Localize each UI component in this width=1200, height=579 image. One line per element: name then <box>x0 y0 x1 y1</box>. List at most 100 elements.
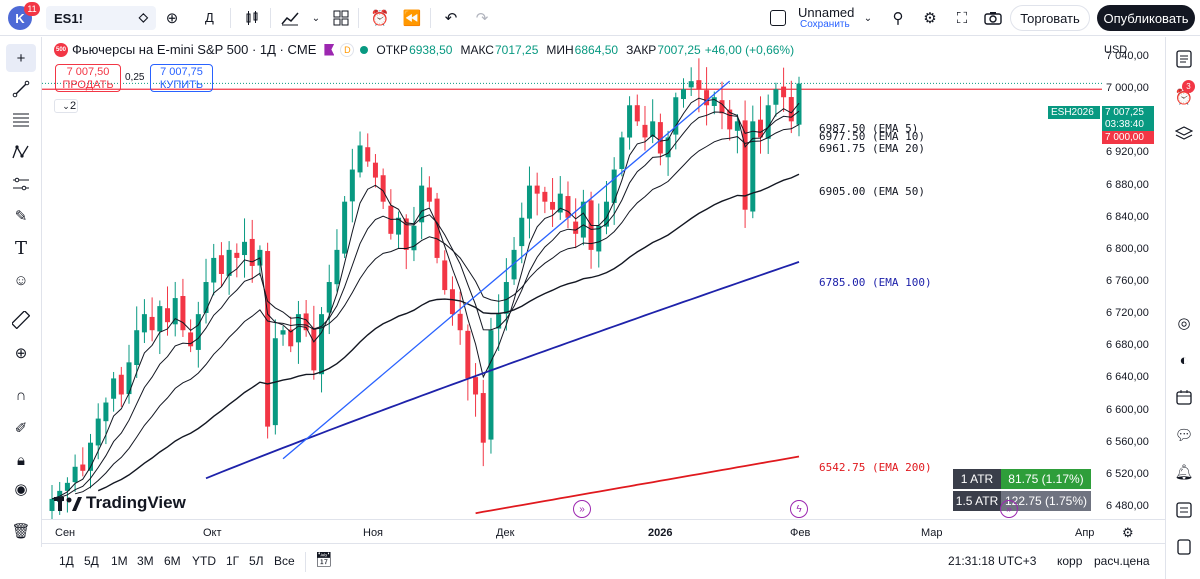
range-all[interactable]: Все <box>274 554 295 568</box>
pages-icon[interactable] <box>1173 536 1195 558</box>
candle-body <box>688 81 694 88</box>
compare-plus-icon[interactable]: ⊕ <box>165 10 179 27</box>
trend-line-icon[interactable] <box>10 78 32 100</box>
lock-drawing-icon[interactable]: ✐ <box>14 420 28 437</box>
lock-icon[interactable]: 🔒︎ <box>17 451 25 469</box>
crosshair-icon[interactable]: + <box>6 44 36 72</box>
candle-body <box>557 193 563 213</box>
speedometer-icon[interactable]: ◎ <box>1177 315 1191 332</box>
range-1d[interactable]: 1Д <box>59 554 74 568</box>
layout-checkbox[interactable] <box>770 10 786 26</box>
templates-grid-icon[interactable] <box>331 8 351 28</box>
publish-button[interactable]: Опубликовать <box>1097 5 1195 31</box>
time-axis[interactable]: Сен Окт Ноя Дек 2026 Фев Мар Апр ⚙ <box>42 519 1165 543</box>
magnet-icon[interactable]: ∩ <box>15 386 27 404</box>
event-marker-icon[interactable]: » <box>1000 500 1018 518</box>
currency-selector[interactable]: USD <box>1104 44 1128 56</box>
calculation-toggle[interactable]: расч.цена <box>1094 554 1150 568</box>
range-6m[interactable]: 6М <box>164 554 181 568</box>
layout-name[interactable]: Unnamed <box>798 5 855 20</box>
clock-timezone[interactable]: 21:31:18 UTC+3 <box>948 554 1037 568</box>
axis-settings-gear-icon[interactable]: ⚙ <box>1122 525 1134 540</box>
candle-body <box>349 169 355 202</box>
price-chart[interactable] <box>42 37 1102 519</box>
price-tick-label: 7 040,00 <box>1106 50 1149 63</box>
sell-label: ПРОДАТЬ <box>62 79 114 91</box>
price-tick-label: 6 520,00 <box>1106 467 1149 480</box>
visibility-eye-icon[interactable]: ◉ <box>14 481 28 498</box>
brush-icon[interactable]: ✎ <box>14 208 28 225</box>
redo-icon[interactable]: ↷ <box>475 10 489 27</box>
price-tick-label: 6 640,00 <box>1106 371 1149 384</box>
candle-body <box>542 191 548 202</box>
pattern-icon[interactable] <box>10 141 32 163</box>
candle-body <box>603 201 609 227</box>
notifications-bell-icon[interactable]: 🔔︎ <box>1174 464 1194 481</box>
legend-title[interactable]: Фьючерсы на E-mini S&P 500 · 1Д · CME <box>72 42 317 57</box>
candle-body <box>757 119 763 138</box>
candle-body <box>496 314 502 329</box>
trash-icon[interactable]: 🗑︎ <box>11 523 31 540</box>
candle-body <box>234 252 240 258</box>
flag-icon[interactable] <box>324 43 335 56</box>
candle-body <box>88 442 94 471</box>
data-source-icon: D <box>340 42 355 57</box>
prediction-icon[interactable] <box>10 173 32 195</box>
price-tick-label: 6 560,00 <box>1106 435 1149 448</box>
fib-lines-icon[interactable] <box>10 109 32 131</box>
candle-body <box>357 145 363 173</box>
candle-body <box>711 97 717 106</box>
chat-icon[interactable]: 💬︎ <box>1174 427 1194 444</box>
candle-body <box>773 89 779 105</box>
buy-label: КУПИТЬ <box>159 79 204 91</box>
event-marker-icon[interactable]: » <box>573 500 591 518</box>
layout-save-status[interactable]: Сохранить <box>800 19 850 30</box>
range-3m[interactable]: 3М <box>137 554 154 568</box>
diamond-icon[interactable]: ◇ <box>138 10 148 24</box>
range-ytd[interactable]: YTD <box>192 554 216 568</box>
tradingview-logo[interactable]: TradingView <box>54 493 186 513</box>
fullscreen-icon[interactable]: ⛶ <box>956 9 968 27</box>
buy-button[interactable]: 7 007,75 КУПИТЬ <box>150 64 213 92</box>
trade-button[interactable]: Торговать <box>1010 5 1090 31</box>
candle-body <box>311 327 317 371</box>
ruler-icon[interactable] <box>10 309 32 331</box>
emoji-icon[interactable]: ☺ <box>13 271 29 289</box>
event-lightning-icon[interactable]: ϟ <box>790 500 808 518</box>
candle-body <box>172 298 178 325</box>
candle-body <box>72 466 78 483</box>
range-5d[interactable]: 5Д <box>84 554 99 568</box>
symbol-price-tag: ESH2026 <box>1048 106 1100 119</box>
layers-icon[interactable] <box>1173 123 1195 145</box>
alerts-clock-icon[interactable]: ⏰ <box>1174 89 1194 106</box>
time-label: 2026 <box>648 527 673 539</box>
interval-button[interactable]: Д <box>205 10 214 25</box>
calendar-icon[interactable] <box>1173 386 1195 408</box>
alert-clock-icon[interactable]: ⏰ <box>370 10 390 27</box>
replay-icon[interactable]: ⏪ <box>402 10 422 27</box>
candle-type-icon[interactable] <box>242 8 262 28</box>
camera-icon[interactable] <box>983 8 1003 28</box>
sell-button[interactable]: 7 007,50 ПРОДАТЬ <box>55 64 121 92</box>
indicators-icon[interactable] <box>280 8 300 28</box>
adjustment-toggle[interactable]: корр <box>1057 554 1083 568</box>
text-tool-icon[interactable]: T <box>14 237 27 259</box>
candle-body <box>249 238 255 266</box>
undo-icon[interactable]: ↶ <box>444 10 458 27</box>
chevron-down-icon[interactable]: ⌄ <box>311 12 321 24</box>
range-1y[interactable]: 1Г <box>226 554 240 568</box>
zoom-in-icon[interactable]: ⊕ <box>14 345 28 362</box>
date-range-calendar-icon[interactable]: 📅︎ <box>315 551 333 567</box>
symbol-search[interactable]: ES1! ◇ <box>46 6 156 30</box>
indicators-toggle[interactable]: ⌄ <box>54 99 78 113</box>
atr-1.5-box: 1.5 ATR 122.75 (1.75%) <box>953 491 1091 511</box>
atr-label: 1 ATR <box>953 469 1001 489</box>
settings-gear-icon[interactable]: ⚙ <box>923 10 937 27</box>
help-icon[interactable] <box>1173 499 1195 521</box>
ideas-icon[interactable]: ◐ <box>1179 351 1189 369</box>
range-5y[interactable]: 5Л <box>249 554 264 568</box>
quick-search-icon[interactable]: ⚲ <box>892 10 904 27</box>
chevron-down-icon[interactable]: ⌄ <box>863 12 873 24</box>
range-1m[interactable]: 1М <box>111 554 128 568</box>
watchlist-icon[interactable] <box>1173 48 1195 70</box>
